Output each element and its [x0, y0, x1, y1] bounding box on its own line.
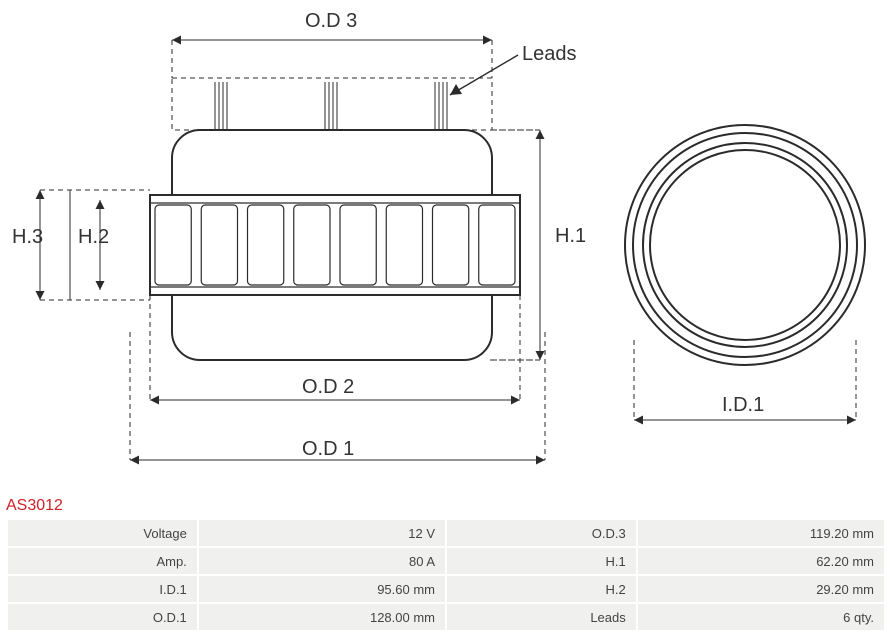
spec-value: 128.00 mm	[199, 604, 445, 630]
spec-value: 6 qty.	[638, 604, 884, 630]
label-id1: I.D.1	[722, 394, 764, 417]
spec-value: 95.60 mm	[199, 576, 445, 602]
spec-key: O.D.3	[447, 520, 636, 546]
label-leads: Leads	[522, 43, 577, 66]
spec-value: 12 V	[199, 520, 445, 546]
table-row: Voltage12 VO.D.3119.20 mm	[8, 520, 884, 546]
table-row: I.D.195.60 mmH.229.20 mm	[8, 576, 884, 602]
spec-key: Voltage	[8, 520, 197, 546]
spec-key: H.2	[447, 576, 636, 602]
spec-value: 80 A	[199, 548, 445, 574]
spec-key: I.D.1	[8, 576, 197, 602]
spec-table-body: Voltage12 VO.D.3119.20 mmAmp.80 AH.162.2…	[8, 520, 884, 630]
table-row: Amp.80 AH.162.20 mm	[8, 548, 884, 574]
spec-key: O.D.1	[8, 604, 197, 630]
spec-table: Voltage12 VO.D.3119.20 mmAmp.80 AH.162.2…	[6, 518, 886, 632]
label-od2: O.D 2	[302, 376, 354, 399]
spec-key: Leads	[447, 604, 636, 630]
spec-value: 62.20 mm	[638, 548, 884, 574]
label-h2: H.2	[78, 226, 109, 249]
label-h3: H.3	[12, 226, 43, 249]
spec-value: 119.20 mm	[638, 520, 884, 546]
label-od1: O.D 1	[302, 438, 354, 461]
diagram-area: O.D 3 Leads H.1 H.2 H.3 O.D 2 O.D 1 I.D.…	[0, 0, 892, 495]
drawing-svg	[0, 0, 892, 495]
label-od3: O.D 3	[305, 10, 357, 33]
table-row: O.D.1128.00 mmLeads6 qty.	[8, 604, 884, 630]
spec-key: Amp.	[8, 548, 197, 574]
part-number: AS3012	[6, 497, 63, 515]
spec-key: H.1	[447, 548, 636, 574]
label-h1: H.1	[555, 225, 586, 248]
spec-value: 29.20 mm	[638, 576, 884, 602]
